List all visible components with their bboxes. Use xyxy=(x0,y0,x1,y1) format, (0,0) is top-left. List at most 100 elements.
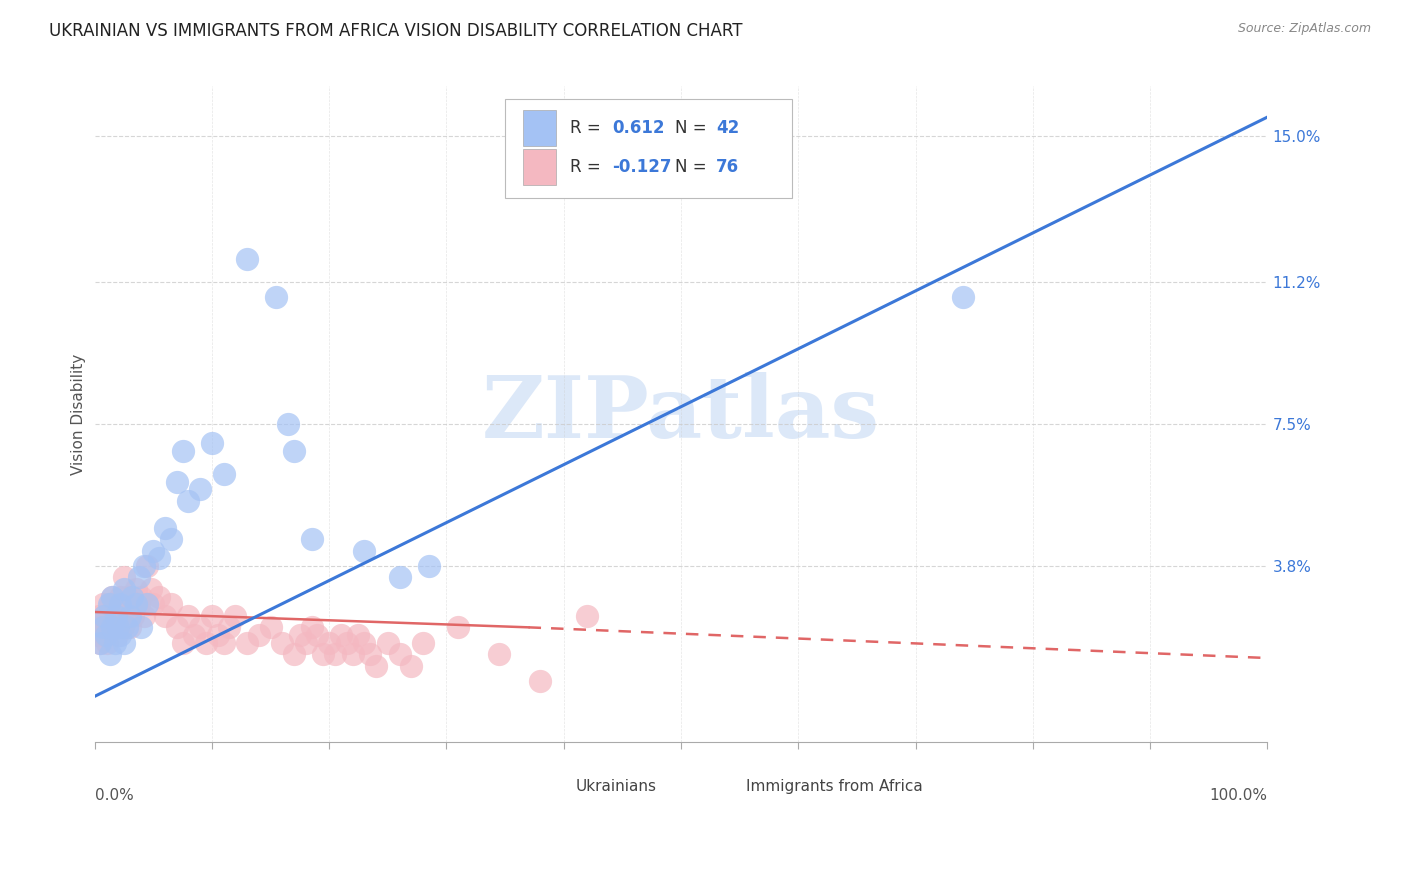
Point xyxy=(576,608,599,623)
Point xyxy=(952,290,974,304)
Point xyxy=(418,558,440,573)
Point xyxy=(172,635,194,649)
Point xyxy=(117,590,139,604)
Point xyxy=(188,482,211,496)
Point xyxy=(136,597,159,611)
Point xyxy=(347,628,370,642)
Text: 42: 42 xyxy=(716,119,740,136)
Point xyxy=(96,628,118,642)
Point xyxy=(122,608,145,623)
Point xyxy=(412,635,434,649)
Point xyxy=(359,647,381,661)
FancyBboxPatch shape xyxy=(710,773,731,799)
Text: UKRAINIAN VS IMMIGRANTS FROM AFRICA VISION DISABILITY CORRELATION CHART: UKRAINIAN VS IMMIGRANTS FROM AFRICA VISI… xyxy=(49,22,742,40)
Point xyxy=(89,608,111,623)
Point xyxy=(353,635,375,649)
Point xyxy=(166,475,188,489)
Point xyxy=(388,647,411,661)
Point xyxy=(342,647,364,661)
Point xyxy=(301,532,323,546)
Point xyxy=(112,635,135,649)
Point xyxy=(283,443,305,458)
Point xyxy=(271,635,294,649)
Point xyxy=(89,635,111,649)
Point xyxy=(104,608,127,623)
Point xyxy=(301,620,323,634)
Point xyxy=(364,658,387,673)
Point xyxy=(399,658,422,673)
Text: 0.0%: 0.0% xyxy=(94,789,134,804)
Point xyxy=(104,597,127,611)
Point xyxy=(153,520,176,534)
Point xyxy=(117,620,139,634)
Text: Immigrants from Africa: Immigrants from Africa xyxy=(745,779,922,794)
Text: 76: 76 xyxy=(716,158,740,176)
Point xyxy=(101,590,124,604)
Point xyxy=(118,620,141,634)
Point xyxy=(118,608,141,623)
Point xyxy=(247,628,270,642)
Text: 0.612: 0.612 xyxy=(612,119,664,136)
Point xyxy=(294,635,316,649)
Point xyxy=(86,620,108,634)
Point xyxy=(107,620,129,634)
Point xyxy=(97,597,120,611)
Point xyxy=(201,436,224,450)
Point xyxy=(447,620,470,634)
Point xyxy=(112,582,135,596)
Point xyxy=(110,628,132,642)
Point xyxy=(103,635,125,649)
Point xyxy=(112,570,135,584)
Point xyxy=(110,597,132,611)
Point xyxy=(105,628,128,642)
Point xyxy=(353,543,375,558)
Point xyxy=(111,620,134,634)
Text: R =: R = xyxy=(569,158,606,176)
Point xyxy=(529,674,551,689)
Point xyxy=(388,570,411,584)
Point xyxy=(139,582,162,596)
Point xyxy=(142,543,165,558)
Point xyxy=(100,620,122,634)
Point xyxy=(128,597,150,611)
Point xyxy=(159,532,181,546)
Text: 100.0%: 100.0% xyxy=(1209,789,1267,804)
Text: N =: N = xyxy=(675,158,711,176)
Point xyxy=(128,570,150,584)
Point xyxy=(312,647,335,661)
Point xyxy=(110,590,132,604)
Point xyxy=(277,417,299,431)
Point xyxy=(114,597,136,611)
Point xyxy=(218,620,240,634)
Point xyxy=(336,635,359,649)
Point xyxy=(377,635,399,649)
Point xyxy=(101,590,124,604)
Y-axis label: Vision Disability: Vision Disability xyxy=(72,354,86,475)
Point xyxy=(96,620,118,634)
Point xyxy=(307,628,329,642)
FancyBboxPatch shape xyxy=(540,773,561,799)
Point xyxy=(283,647,305,661)
Point xyxy=(212,635,235,649)
Point xyxy=(236,252,259,266)
Point xyxy=(98,647,121,661)
Point xyxy=(124,597,146,611)
Point xyxy=(183,628,205,642)
Text: -0.127: -0.127 xyxy=(612,158,671,176)
Text: Ukrainians: Ukrainians xyxy=(575,779,657,794)
Point xyxy=(115,608,138,623)
Point xyxy=(91,620,114,634)
Point xyxy=(288,628,311,642)
FancyBboxPatch shape xyxy=(523,149,555,186)
Point xyxy=(103,620,125,634)
Point xyxy=(177,493,200,508)
Point xyxy=(136,558,159,573)
Point xyxy=(91,597,114,611)
Point xyxy=(94,608,117,623)
Point xyxy=(87,628,110,642)
Point xyxy=(329,628,352,642)
Point xyxy=(97,608,120,623)
Point xyxy=(212,467,235,481)
Point xyxy=(195,635,218,649)
Text: N =: N = xyxy=(675,119,711,136)
